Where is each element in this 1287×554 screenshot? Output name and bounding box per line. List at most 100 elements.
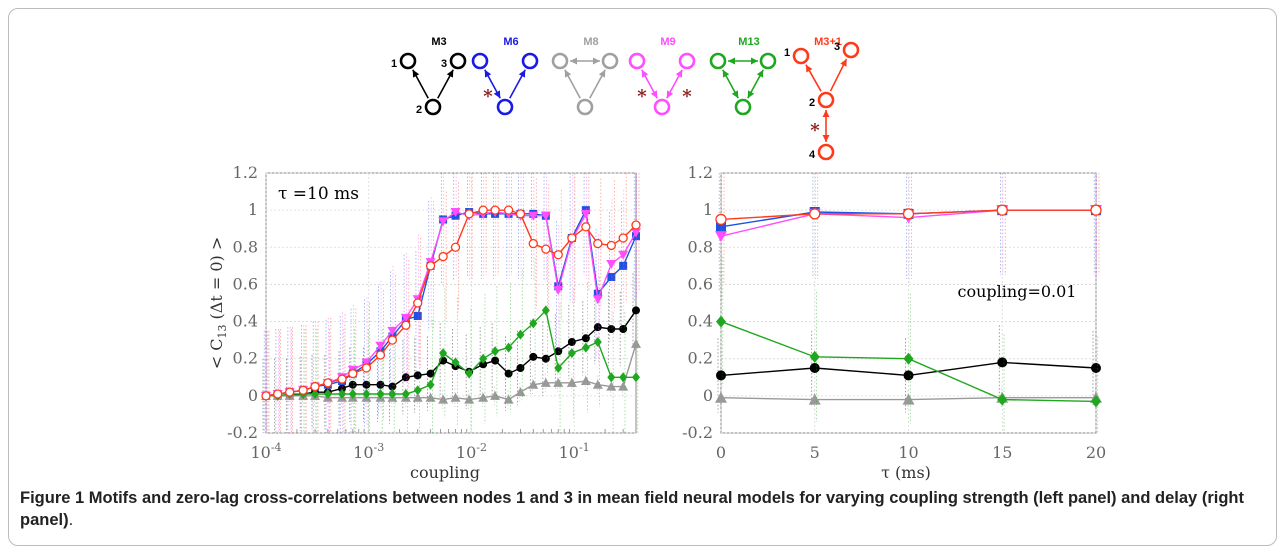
data-point <box>618 381 629 391</box>
motif-arrowhead <box>728 57 735 65</box>
y-tick-label: 0.2 <box>233 349 258 368</box>
caption-label: Figure 1 <box>20 489 85 507</box>
motif-node-number: 2 <box>416 104 422 116</box>
data-point <box>504 342 513 353</box>
motif-m3: M3 1 2 3 <box>391 36 467 116</box>
motif-arrowhead <box>484 69 492 78</box>
right-x-ticks: 0 5 10 15 20 <box>716 443 1106 462</box>
data-point <box>450 208 461 217</box>
data-point <box>618 250 629 260</box>
data-point <box>465 368 474 379</box>
motif-arrowhead <box>666 90 674 99</box>
data-point <box>413 385 422 396</box>
motif-node <box>424 98 442 116</box>
data-point <box>515 209 526 219</box>
y-tick-label: 0.8 <box>233 237 258 256</box>
data-point <box>1090 204 1102 216</box>
data-point <box>450 392 461 402</box>
motif-node <box>551 52 569 70</box>
data-point <box>540 211 551 221</box>
data-point <box>997 393 1008 406</box>
y-tick-label: 0.2 <box>688 349 713 368</box>
data-point <box>619 261 628 270</box>
y-tick-label: 1.2 <box>233 163 258 182</box>
motif-arrowhead <box>756 69 764 78</box>
data-point <box>606 260 617 269</box>
data-point <box>607 372 616 383</box>
data-point <box>593 238 603 249</box>
y-tick-label: 0.8 <box>688 237 713 256</box>
left-annotation: τ =10 ms <box>278 184 359 204</box>
motif-node <box>496 98 514 116</box>
motif-arrowhead <box>564 69 572 78</box>
data-point <box>593 323 602 332</box>
data-point <box>903 352 914 365</box>
data-point <box>401 389 410 399</box>
left-x-ticks: 10-4 10-3 10-2 10-1 <box>250 441 589 462</box>
data-point <box>503 205 514 215</box>
x-tick-label: 5 <box>810 443 820 462</box>
data-point <box>619 325 628 333</box>
data-point <box>426 369 435 378</box>
x-tick-label: 10-1 <box>559 441 590 462</box>
data-point <box>715 213 727 226</box>
data-point <box>504 369 513 378</box>
data-point <box>464 209 474 219</box>
data-point <box>631 220 641 230</box>
y-tick-label: 0 <box>703 386 713 405</box>
data-point <box>491 346 500 357</box>
data-point <box>553 377 564 387</box>
data-point <box>996 204 1008 216</box>
data-point <box>541 305 550 316</box>
motif-arrowhead <box>570 57 577 65</box>
data-point <box>376 389 385 399</box>
motif-node <box>628 52 646 70</box>
right-series-layer <box>715 173 1102 433</box>
delay-marker: * <box>637 86 647 107</box>
motif-node-number: 3 <box>441 58 447 70</box>
right-annotation: coupling=0.01 <box>958 282 1077 301</box>
data-point <box>425 261 436 271</box>
motif-arrowhead <box>641 69 649 78</box>
data-point <box>607 325 616 333</box>
data-point <box>581 342 590 353</box>
data-point <box>478 205 488 215</box>
data-point <box>426 379 435 390</box>
motif-node <box>792 47 810 65</box>
data-point <box>809 208 821 220</box>
data-point <box>553 250 563 260</box>
y-tick-label: 1 <box>248 200 258 219</box>
x-tick-label: 15 <box>992 443 1012 462</box>
data-point <box>375 341 386 351</box>
data-point <box>997 357 1008 368</box>
right-y-ticks: -0.2 0 0.2 0.4 0.6 0.8 1 1.2 <box>682 163 713 442</box>
motif-diagrams: M3 1 2 3 M6 * M8 M9 * * M13 M3+1 1 2 3 4 * <box>391 36 860 161</box>
motif-node <box>653 98 671 116</box>
motif-m8: M8 <box>551 36 619 116</box>
data-point <box>479 360 488 369</box>
motif-arrowhead <box>493 90 501 99</box>
data-point <box>541 244 551 254</box>
y-tick-label: 0.4 <box>688 312 713 331</box>
motif-node-number: 1 <box>784 47 790 59</box>
series-M3 <box>716 325 1101 413</box>
motif-arrowhead <box>840 58 847 67</box>
data-point <box>809 363 820 373</box>
data-point <box>387 335 398 345</box>
data-point <box>593 289 602 298</box>
delay-marker: * <box>810 120 820 141</box>
motif-node <box>817 143 835 161</box>
y-tick-label: -0.2 <box>682 423 713 442</box>
data-point <box>619 372 628 383</box>
left-x-axis-label: coupling <box>410 463 480 482</box>
data-point <box>478 392 489 402</box>
data-point <box>716 315 726 328</box>
data-point <box>567 338 576 346</box>
data-point <box>581 222 591 232</box>
motif-arrowhead <box>822 135 830 142</box>
data-point <box>438 251 448 262</box>
motif-node <box>449 52 467 70</box>
motif-arrowhead <box>731 90 739 99</box>
data-point <box>490 390 501 400</box>
